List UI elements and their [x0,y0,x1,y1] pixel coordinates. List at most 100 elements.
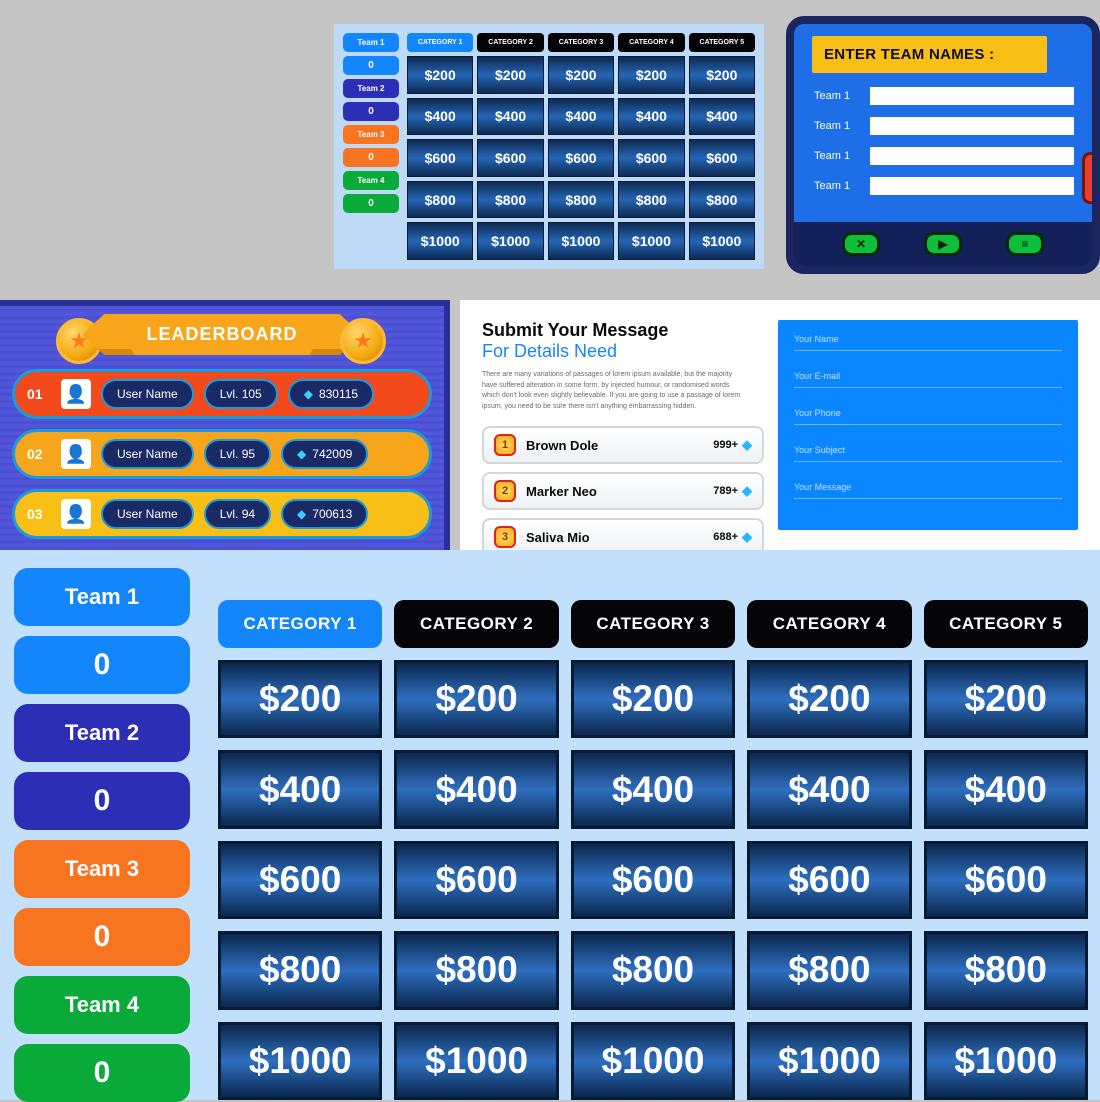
player-card[interactable]: 1Brown Dole999+◆ [482,426,764,464]
avatar-icon: 👤 [61,379,91,409]
question-cell[interactable]: $200 [394,660,558,738]
question-cell[interactable]: $400 [407,98,473,136]
form-field[interactable]: Your E-mail [794,371,1062,388]
question-cell[interactable]: $600 [618,139,684,177]
player-card[interactable]: 3Saliva Mio688+◆ [482,518,764,550]
category-header[interactable]: CATEGORY 5 [689,33,755,52]
question-cell[interactable]: $800 [924,931,1088,1009]
leaderboard-row[interactable]: 02👤User NameLvl. 95◆742009 [12,429,432,479]
question-cell[interactable]: $200 [218,660,382,738]
team-name-pill[interactable]: Team 3 [14,840,190,898]
question-cell[interactable]: $400 [747,750,911,828]
leaderboard-row[interactable]: 01👤User NameLvl. 105◆830115 [12,369,432,419]
team-name-input[interactable] [870,87,1074,105]
question-cell[interactable]: $800 [407,181,473,219]
leaderboard-row[interactable]: 03👤User NameLvl. 94◆700613 [12,489,432,539]
question-cell[interactable]: $600 [689,139,755,177]
question-cell[interactable]: $400 [924,750,1088,828]
question-cell[interactable]: $600 [407,139,473,177]
form-field[interactable]: Your Name [794,334,1062,351]
thumb-enter-team-names: ENTER TEAM NAMES : Team 1Team 1Team 1Tea… [786,16,1100,274]
category-header[interactable]: CATEGORY 1 [218,600,382,648]
thumb-leaderboard: ★ LEADERBOARD ★ 01👤User NameLvl. 105◆830… [0,300,450,550]
team-name-pill[interactable]: Team 1 [343,33,399,52]
question-cell[interactable]: $800 [571,931,735,1009]
team-score: 0 [14,636,190,694]
player-points: 688+◆ [713,529,752,545]
question-cell[interactable]: $1000 [477,222,543,260]
player-card[interactable]: 2Marker Neo789+◆ [482,472,764,510]
question-cell[interactable]: $1000 [571,1022,735,1100]
team-name-pill[interactable]: Team 4 [343,171,399,190]
team-name-pill[interactable]: Team 1 [14,568,190,626]
question-cell[interactable]: $1000 [394,1022,558,1100]
category-header[interactable]: CATEGORY 3 [571,600,735,648]
team-name-input[interactable] [870,177,1074,195]
question-cell[interactable]: $400 [571,750,735,828]
question-cell[interactable]: $800 [548,181,614,219]
question-cell[interactable]: $1000 [218,1022,382,1100]
question-cell[interactable]: $200 [477,56,543,94]
question-cell[interactable]: $400 [548,98,614,136]
team-name-pill[interactable]: Team 3 [343,125,399,144]
team-score: 0 [14,908,190,966]
category-header[interactable]: CATEGORY 4 [618,33,684,52]
question-cell[interactable]: $600 [477,139,543,177]
close-button[interactable]: ✕ [842,232,880,256]
player-name: Marker Neo [526,484,703,499]
team-name-pill[interactable]: Team 2 [14,704,190,762]
category-header[interactable]: CATEGORY 5 [924,600,1088,648]
question-cell[interactable]: $200 [924,660,1088,738]
form-field[interactable]: Your Subject [794,445,1062,462]
category-header[interactable]: CATEGORY 3 [548,33,614,52]
gem-icon: ◆ [297,507,306,521]
jeopardy-board-large: Team 10Team 20Team 30Team 40 CATEGORY 1C… [0,550,1100,1100]
question-cell[interactable]: $200 [571,660,735,738]
thumb-jeopardy-small: Team 10Team 20Team 30Team 40 CATEGORY 1C… [334,24,764,269]
question-cell[interactable]: $200 [689,56,755,94]
side-button[interactable] [1082,152,1096,204]
question-cell[interactable]: $600 [548,139,614,177]
question-cell[interactable]: $600 [571,841,735,919]
question-cell[interactable]: $800 [218,931,382,1009]
question-cell[interactable]: $400 [477,98,543,136]
question-cell[interactable]: $200 [747,660,911,738]
question-cell[interactable]: $1000 [618,222,684,260]
question-cell[interactable]: $1000 [924,1022,1088,1100]
team-name-input[interactable] [870,147,1074,165]
question-cell[interactable]: $200 [618,56,684,94]
question-cell[interactable]: $600 [924,841,1088,919]
team-name-pill[interactable]: Team 2 [343,79,399,98]
question-cell[interactable]: $600 [218,841,382,919]
form-field[interactable]: Your Phone [794,408,1062,425]
question-cell[interactable]: $1000 [747,1022,911,1100]
question-cell[interactable]: $1000 [548,222,614,260]
question-cell[interactable]: $400 [218,750,382,828]
question-cell[interactable]: $400 [394,750,558,828]
play-button[interactable]: ▶ [924,232,962,256]
question-cell[interactable]: $200 [407,56,473,94]
rank-badge: 2 [494,480,516,502]
question-cell[interactable]: $1000 [689,222,755,260]
category-header[interactable]: CATEGORY 2 [394,600,558,648]
team-score: 0 [14,1044,190,1102]
category-header[interactable]: CATEGORY 2 [477,33,543,52]
team-name-pill[interactable]: Team 4 [14,976,190,1034]
question-cell[interactable]: $400 [689,98,755,136]
question-cell[interactable]: $800 [618,181,684,219]
category-header[interactable]: CATEGORY 4 [747,600,911,648]
question-cell[interactable]: $1000 [407,222,473,260]
category-header[interactable]: CATEGORY 1 [407,33,473,52]
question-cell[interactable]: $600 [394,841,558,919]
question-cell[interactable]: $200 [548,56,614,94]
team-name-input[interactable] [870,117,1074,135]
question-cell[interactable]: $600 [747,841,911,919]
question-cell[interactable]: $800 [689,181,755,219]
form-field[interactable]: Your Message [794,482,1062,499]
question-cell[interactable]: $800 [747,931,911,1009]
menu-button[interactable]: ≡ [1006,232,1044,256]
question-cell[interactable]: $800 [394,931,558,1009]
question-cell[interactable]: $400 [618,98,684,136]
team-score: 0 [343,194,399,213]
question-cell[interactable]: $800 [477,181,543,219]
